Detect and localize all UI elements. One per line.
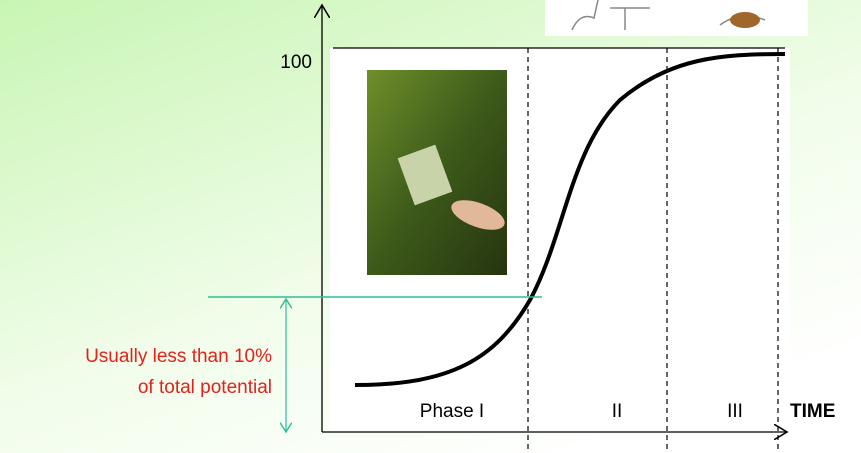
annotation: Usually less than 10% [85,346,272,367]
annotation: of total potential [138,377,272,398]
phase-label: Phase I [420,401,484,422]
phase-label: III [727,401,743,422]
y-max-label: 100 [280,52,312,73]
x-axis-label: TIME [790,401,835,422]
cartoon-image [545,0,808,36]
cartoon-figure [730,12,760,28]
slide: 100 Usually less than 10% of total poten… [0,0,861,453]
diagram: 100 Usually less than 10% of total poten… [0,0,861,453]
phase-label: II [612,401,623,422]
